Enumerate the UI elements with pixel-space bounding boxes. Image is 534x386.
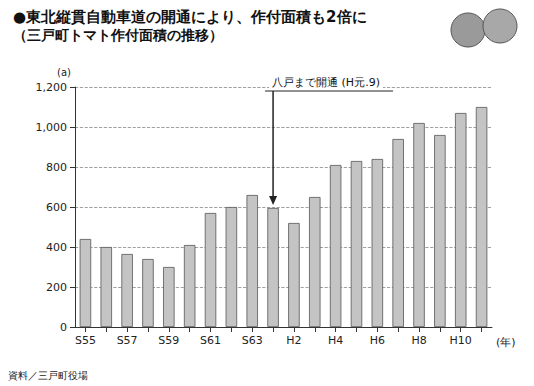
svg-text:八戸まで開通 (H元.9): 八戸まで開通 (H元.9)	[272, 76, 380, 89]
svg-text:（三戸町トマト作付面積の推移）: （三戸町トマト作付面積の推移）	[13, 27, 223, 43]
svg-text:800: 800	[46, 161, 67, 174]
svg-text:S55: S55	[75, 334, 96, 347]
svg-text:資料／三戸町役場: 資料／三戸町役場	[8, 370, 88, 381]
svg-text:S63: S63	[242, 334, 263, 347]
svg-text:(a): (a)	[57, 67, 71, 78]
svg-text:1,000: 1,000	[36, 121, 68, 134]
svg-text:(年): (年)	[496, 336, 516, 349]
svg-text:H4: H4	[328, 334, 343, 347]
svg-text:H8: H8	[411, 334, 426, 347]
svg-text:1,200: 1,200	[36, 81, 68, 94]
svg-text:H6: H6	[370, 334, 385, 347]
svg-text:S61: S61	[200, 334, 221, 347]
svg-text:●東北縦貫自動車道の開通により、作付面積も2倍に: ●東北縦貫自動車道の開通により、作付面積も2倍に	[13, 8, 367, 26]
svg-text:200: 200	[46, 281, 67, 294]
svg-text:600: 600	[46, 201, 67, 214]
svg-text:H10: H10	[450, 334, 472, 347]
svg-text:S57: S57	[117, 334, 138, 347]
svg-text:0: 0	[60, 321, 67, 334]
svg-text:H2: H2	[286, 334, 301, 347]
svg-text:400: 400	[46, 241, 67, 254]
svg-text:S59: S59	[158, 334, 179, 347]
